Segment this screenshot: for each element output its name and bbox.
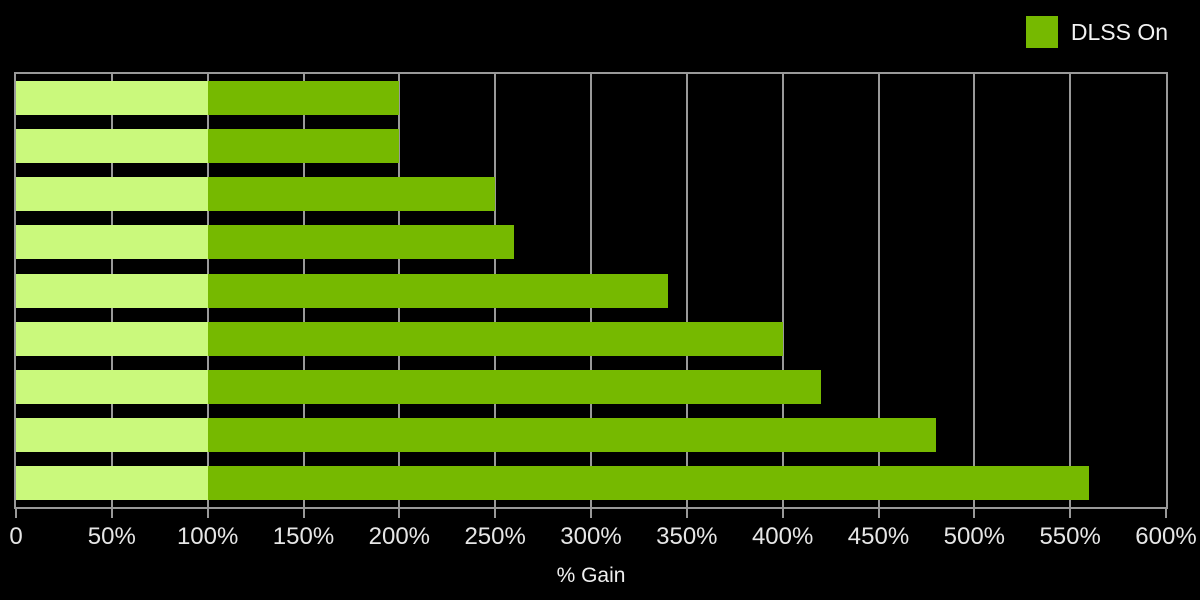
- legend-label: DLSS On: [1070, 19, 1168, 45]
- x-tick-label: 0: [9, 523, 23, 550]
- bar-base-segment: [16, 465, 208, 500]
- plot-area: [14, 72, 1168, 509]
- x-axis-tick: [973, 509, 976, 518]
- x-axis-tick: [398, 509, 401, 518]
- gridline: [781, 74, 784, 507]
- x-axis-tick: [685, 509, 688, 518]
- bar-base-segment: [16, 369, 208, 404]
- x-axis-tick: [781, 509, 784, 518]
- x-axis-tick: [494, 509, 497, 518]
- bar-base-segment: [16, 81, 208, 116]
- legend: DLSS On: [1025, 16, 1168, 48]
- x-axis-tick: [1165, 509, 1167, 518]
- bar-gain-segment: [207, 321, 783, 356]
- x-axis-tick-labels: 0 50% 100% 150% 200% 250% 300% 350% 400% 450% 500%…: [9, 523, 1196, 551]
- x-tick-label: 250%: [464, 523, 526, 550]
- gridline: [973, 74, 976, 507]
- x-tick-label: 100%: [176, 523, 239, 550]
- gridline: [1069, 74, 1072, 507]
- x-tick-label: 400%: [751, 523, 814, 550]
- x-axis-title: % Gain: [556, 564, 626, 587]
- x-tick-label: 200%: [368, 523, 431, 550]
- bar-base-segment: [16, 273, 208, 308]
- bar-gain-segment: [207, 81, 400, 116]
- bar-base-segment: [16, 321, 208, 356]
- x-axis-tick: [1069, 509, 1072, 518]
- x-tick-label: 50%: [87, 523, 136, 550]
- x-axis-tick: [590, 509, 592, 518]
- bar-gain-segment: [207, 225, 515, 260]
- bar-gain-segment: [207, 129, 400, 164]
- bar-base-segment: [16, 417, 208, 452]
- x-tick-label: 600%: [1135, 523, 1197, 550]
- x-tick-label: 500%: [943, 523, 1006, 550]
- bar-gain-segment: [207, 177, 496, 212]
- x-tick-label: 550%: [1039, 523, 1101, 550]
- x-tick-label: 300%: [560, 523, 622, 550]
- x-axis-tick: [302, 509, 305, 518]
- x-tick-label: 150%: [272, 523, 335, 550]
- bar-gain-segment: [207, 273, 668, 308]
- x-axis-tick: [877, 509, 880, 518]
- bar-gain-segment: [207, 369, 821, 404]
- x-tick-label: 350%: [656, 523, 718, 550]
- x-tick-label: 450%: [847, 523, 910, 550]
- x-axis-tick: [206, 509, 209, 518]
- bar-gain-segment: [207, 465, 1090, 500]
- bar-base-segment: [16, 225, 208, 260]
- gridline: [685, 74, 688, 507]
- x-axis-tick: [110, 509, 113, 518]
- x-axis-tick: [15, 509, 17, 518]
- gridline: [877, 74, 880, 507]
- bar-base-segment: [16, 129, 208, 164]
- x-axis-ticks: [15, 509, 1167, 518]
- bar-base-segment: [16, 177, 208, 212]
- legend-swatch: [1025, 16, 1058, 48]
- bar-gain-segment: [207, 417, 936, 452]
